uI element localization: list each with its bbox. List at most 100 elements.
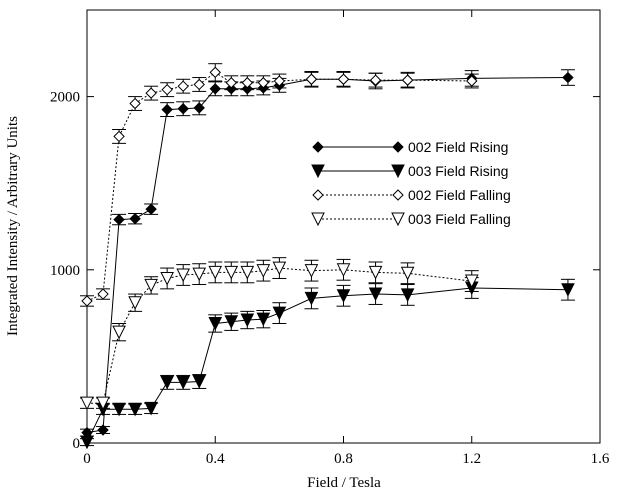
data-point	[193, 78, 205, 91]
data-point	[240, 265, 255, 280]
data-point	[272, 261, 287, 276]
data-point	[129, 212, 141, 225]
x-tick-label: 1.2	[462, 451, 481, 467]
data-point	[144, 401, 158, 416]
data-point	[241, 77, 254, 89]
data-point	[192, 375, 207, 389]
data-point	[112, 402, 126, 417]
data-point	[224, 265, 239, 280]
data-point	[257, 77, 270, 89]
data-point	[192, 267, 207, 282]
data-point	[209, 66, 221, 79]
data-point	[208, 316, 223, 331]
data-point	[80, 435, 94, 450]
legend-marker	[312, 189, 324, 201]
data-point	[145, 203, 157, 215]
data-point	[97, 288, 109, 300]
y-tick-label: 2000	[50, 90, 80, 106]
data-point	[224, 315, 239, 329]
data-point	[129, 97, 141, 110]
data-point	[128, 402, 142, 417]
data-point	[256, 264, 271, 278]
tick-labels: 0 0.4 0.8 1.2 1.6 0 1000 2000	[50, 90, 610, 467]
data-point	[273, 75, 286, 87]
data-point	[113, 130, 125, 143]
legend-marker	[311, 212, 325, 227]
data-point	[400, 288, 415, 303]
series-line	[87, 267, 472, 404]
series-4	[80, 257, 479, 411]
x-tick-label: 0	[83, 451, 91, 467]
data-point	[466, 75, 478, 87]
legend-marker	[312, 141, 324, 153]
data-point	[208, 265, 223, 280]
series-2	[80, 277, 575, 450]
data-point	[368, 265, 383, 280]
ticks	[86, 10, 601, 444]
data-point	[80, 396, 94, 411]
legend-marker	[392, 141, 404, 153]
y-axis-label: Integrated Intensity / Arbitrary Units	[5, 116, 21, 336]
x-tick-label: 0.8	[334, 451, 353, 467]
legend-marker	[392, 189, 404, 201]
data-point	[160, 271, 174, 286]
data-point	[160, 375, 174, 390]
data-point	[225, 77, 237, 89]
legend-entry: 003 Field Rising	[311, 163, 508, 179]
data-point	[336, 289, 351, 303]
x-axis-label: Field / Tesla	[307, 475, 381, 491]
data-point	[337, 73, 350, 85]
series-3	[80, 63, 479, 307]
data-point	[464, 274, 479, 289]
y-tick-label: 0	[73, 436, 81, 452]
legend-marker	[311, 164, 325, 179]
legend-entry: 003 Field Falling	[311, 211, 511, 227]
legend-marker	[391, 212, 405, 227]
data-point	[128, 296, 142, 310]
data-point	[81, 295, 93, 307]
legend-label: 002 Field Falling	[408, 187, 511, 203]
data-point	[561, 283, 575, 297]
legend: 002 Field Rising 003 Field Rising 002 Fiel…	[311, 139, 511, 227]
data-point	[112, 325, 126, 340]
data-point	[177, 80, 189, 92]
data-point	[161, 103, 173, 116]
data-point	[401, 74, 414, 86]
data-point	[336, 263, 351, 277]
data-point	[97, 424, 109, 436]
data-point	[305, 73, 318, 85]
data-point	[256, 312, 271, 327]
data-point	[369, 74, 382, 86]
series-1	[80, 69, 575, 439]
data-point	[177, 103, 189, 115]
data-point	[176, 375, 190, 390]
legend-label: 002 Field Rising	[408, 139, 508, 155]
legend-label: 003 Field Falling	[408, 211, 511, 227]
data-point	[113, 213, 125, 226]
legend-entry: 002 Field Falling	[312, 187, 511, 203]
data-point	[176, 268, 190, 283]
data-point	[240, 313, 255, 328]
data-point	[400, 266, 415, 281]
data-point	[562, 71, 574, 84]
data-point	[144, 278, 158, 293]
x-tick-label: 0.4	[206, 451, 225, 467]
data-point	[145, 87, 157, 99]
y-tick-label: 1000	[50, 263, 80, 279]
data-point	[304, 264, 319, 278]
series-line	[86, 287, 568, 443]
x-tick-label: 1.6	[591, 451, 610, 467]
legend-entry: 002 Field Rising	[312, 139, 508, 155]
data-point	[272, 306, 287, 321]
series-line	[86, 77, 568, 434]
data-point	[96, 396, 110, 411]
data-point	[304, 291, 319, 306]
data-point	[161, 83, 173, 96]
data-point	[368, 287, 383, 302]
legend-label: 003 Field Rising	[408, 163, 508, 179]
data-point	[193, 102, 205, 114]
data-point	[209, 83, 221, 95]
series-layer	[80, 63, 575, 450]
legend-marker	[391, 164, 405, 179]
